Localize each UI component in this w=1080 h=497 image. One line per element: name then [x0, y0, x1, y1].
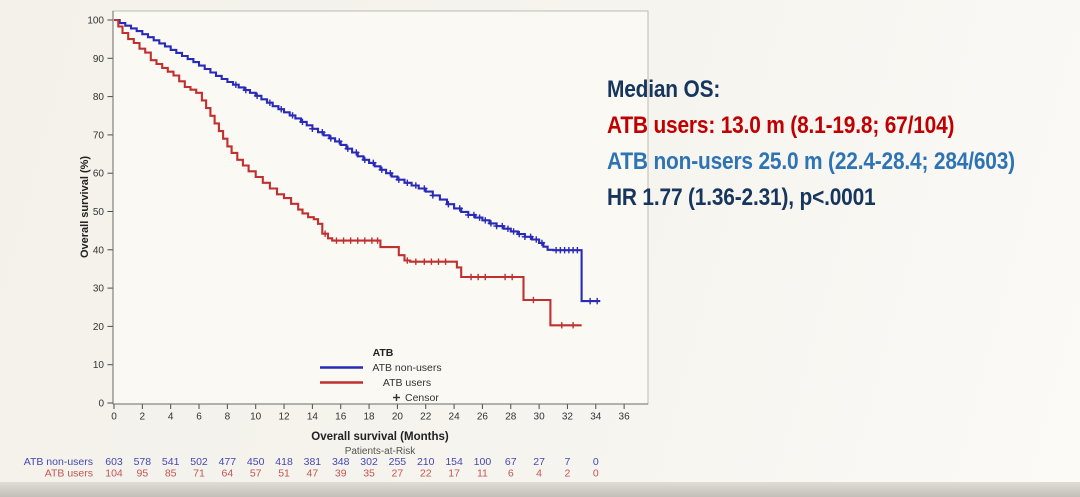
x-tick-label: 36 — [619, 412, 631, 423]
y-tick-label: 60 — [93, 169, 105, 180]
censor-marks-atb-users — [321, 230, 577, 329]
legend-label-atb-users: ATB users — [383, 377, 431, 389]
risk-count: 603 — [105, 456, 123, 468]
risk-count: 100 — [474, 456, 492, 468]
risk-count: 0 — [593, 468, 599, 480]
risk-count: 348 — [332, 456, 350, 468]
risk-count: 17 — [448, 468, 460, 480]
x-tick-label: 8 — [225, 412, 231, 423]
x-tick-label: 18 — [363, 412, 375, 423]
plot-frame — [112, 10, 649, 405]
x-tick-label: 10 — [250, 412, 262, 423]
x-tick-label: 32 — [562, 412, 574, 423]
risk-count: 104 — [105, 468, 123, 480]
risk-row-counts-atb-non-users: 603 578 541 502 477 450 418 381 348 302 255 210 154 1… — [105, 456, 599, 468]
y-tick-label: 80 — [93, 92, 105, 103]
x-tick-label: 16 — [335, 412, 347, 423]
risk-count: 11 — [477, 468, 488, 480]
risk-count: 47 — [307, 468, 319, 480]
y-tick-label: 40 — [93, 245, 105, 256]
risk-count: 57 — [250, 468, 262, 480]
risk-count: 35 — [363, 468, 375, 480]
y-tick-label: 30 — [93, 284, 105, 295]
risk-count: 22 — [420, 468, 432, 480]
risk-count: 4 — [536, 468, 542, 480]
x-tick-label: 26 — [477, 412, 489, 423]
risk-count: 6 — [508, 468, 514, 480]
x-tick-label: 24 — [449, 412, 461, 423]
risk-count: 85 — [165, 468, 177, 480]
risk-count: 7 — [565, 456, 571, 468]
x-tick-label: 4 — [168, 412, 174, 423]
legend-censor-label: Censor — [405, 392, 439, 404]
km-curve-atb-users — [114, 18, 582, 327]
x-tick-label: 28 — [505, 412, 517, 423]
hazard-ratio-line: HR 1.77 (1.36-2.31), p<.0001 — [607, 184, 876, 211]
risk-row-label-atb-non-users: ATB non-users — [24, 456, 93, 468]
censor-marks-atb-non-users — [232, 81, 601, 305]
risk-count: 95 — [136, 468, 148, 480]
x-axis-title: Overall survival (Months) — [311, 431, 449, 443]
risk-count: 477 — [219, 456, 237, 468]
risk-count: 51 — [278, 468, 290, 480]
median-os-atb-non-users: ATB non-users 25.0 m (22.4-28.4; 284/603… — [607, 148, 1015, 175]
risk-row-label-atb-users: ATB users — [45, 468, 93, 480]
risk-count: 154 — [445, 456, 463, 468]
y-tick-label: 90 — [93, 54, 105, 65]
x-tick-label: 30 — [534, 412, 546, 423]
median-os-title: Median OS: — [607, 76, 721, 103]
risk-count: 0 — [593, 456, 599, 468]
risk-count: 502 — [190, 456, 208, 468]
y-tick-label: 20 — [93, 322, 105, 333]
risk-count: 255 — [389, 456, 407, 468]
median-os-atb-users: ATB users: 13.0 m (8.1-19.8; 67/104) — [607, 112, 955, 139]
median-os-annotation-block: Median OS: ATB users: 13.0 m (8.1-19.8; … — [607, 72, 1015, 216]
risk-count: 39 — [335, 468, 347, 480]
y-tick-label: 100 — [87, 16, 104, 27]
x-tick-label: 0 — [111, 412, 117, 423]
risk-count: 418 — [275, 456, 293, 468]
risk-count: 578 — [134, 456, 152, 468]
x-tick-label: 12 — [278, 412, 290, 423]
risk-count: 2 — [565, 468, 571, 480]
y-axis-title: Overall survival (%) — [79, 156, 91, 258]
x-tick-label: 22 — [420, 412, 432, 423]
patients-at-risk-title: Patients-at-Risk — [345, 446, 417, 457]
y-tick-label: 50 — [93, 207, 105, 218]
risk-count: 71 — [193, 468, 205, 480]
risk-count: 450 — [247, 456, 265, 468]
y-tick-label: 10 — [93, 360, 105, 371]
x-tick-label: 2 — [140, 412, 146, 423]
risk-count: 210 — [417, 456, 435, 468]
legend-label-atb-non-users: ATB non-users — [372, 362, 441, 374]
risk-count: 381 — [304, 456, 322, 468]
x-tick-label: 14 — [307, 412, 319, 423]
x-tick-label: 34 — [590, 412, 602, 423]
risk-count: 541 — [162, 456, 180, 468]
risk-row-counts-atb-users: 104 95 85 71 64 57 51 47 39 35 27 22 17 11 6 4 2 0 — [105, 468, 599, 480]
risk-count: 27 — [392, 468, 404, 480]
risk-count: 302 — [360, 456, 378, 468]
legend: ATB ATB non-users ATB users Censor — [320, 347, 442, 404]
photo-edge-band — [0, 482, 1080, 497]
x-tick-label: 6 — [196, 412, 202, 423]
y-tick-label: 0 — [98, 399, 104, 410]
x-tick-label: 20 — [392, 412, 404, 423]
legend-title: ATB — [373, 347, 394, 359]
risk-count: 67 — [505, 456, 517, 468]
risk-count: 27 — [533, 456, 545, 468]
y-tick-label: 70 — [93, 130, 105, 141]
risk-count: 64 — [222, 468, 234, 480]
